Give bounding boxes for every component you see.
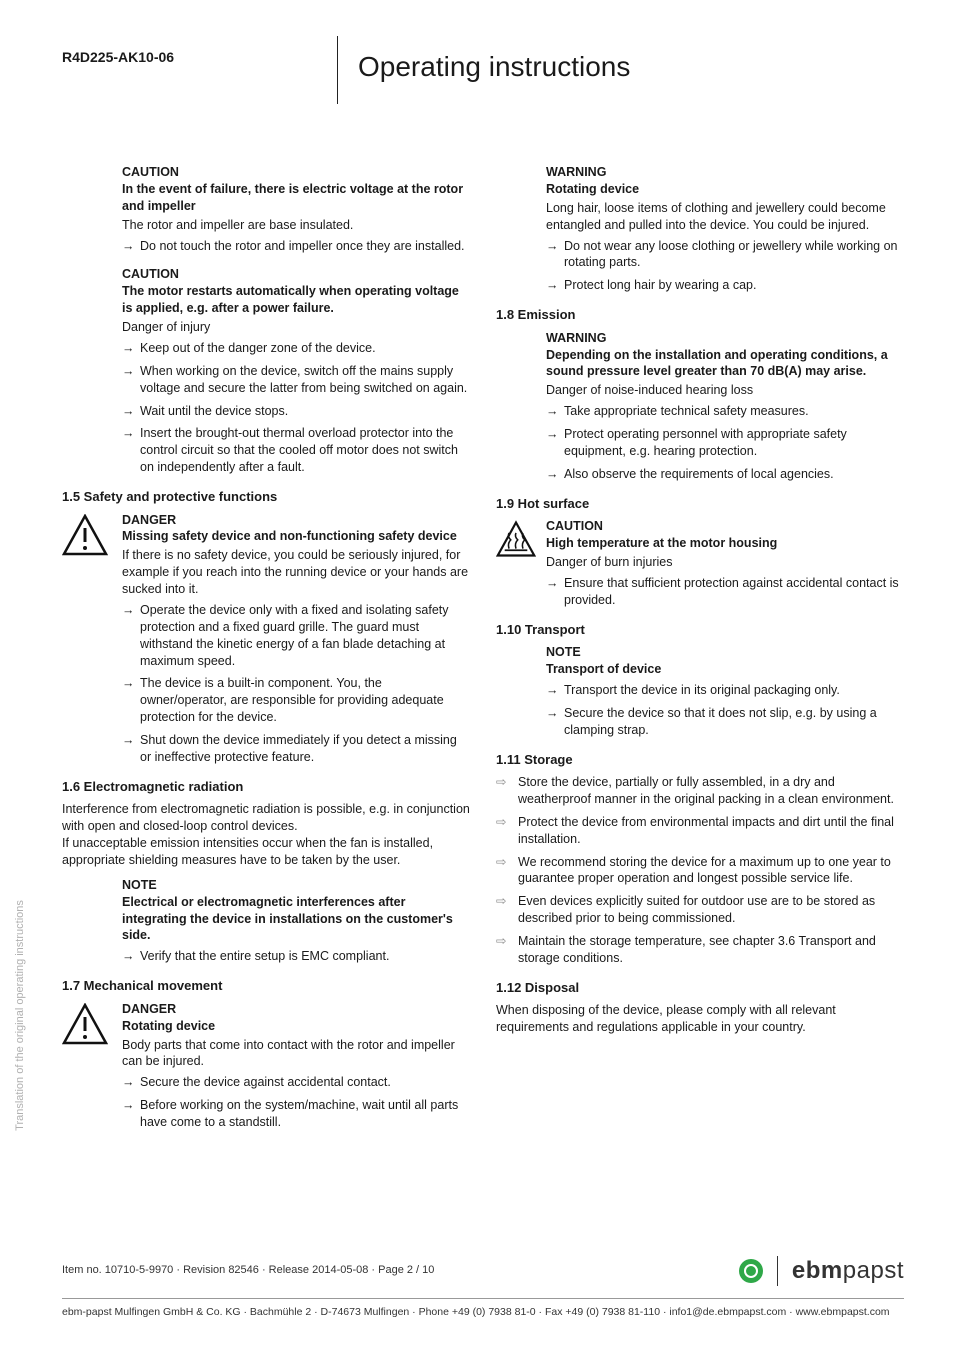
caution-label: CAUTION bbox=[122, 164, 470, 181]
danger-text: If there is no safety device, you could … bbox=[122, 547, 470, 598]
section-heading: 1.10 Transport bbox=[496, 621, 904, 639]
side-label: Translation of the original operating in… bbox=[13, 900, 28, 1131]
section-heading: 1.5 Safety and protective functions bbox=[62, 488, 470, 506]
list-item: Verify that the entire setup is EMC comp… bbox=[122, 948, 470, 965]
list-item: Take appropriate technical safety measur… bbox=[546, 403, 904, 420]
list-item: Do not wear any loose clothing or jewell… bbox=[546, 238, 904, 272]
caution-text: The rotor and impeller are base insulate… bbox=[122, 217, 470, 234]
footer-divider bbox=[777, 1256, 778, 1286]
list-item: Wait until the device stops. bbox=[122, 403, 470, 420]
list-item: Ensure that sufficient protection agains… bbox=[546, 575, 904, 609]
note-block: NOTE Transport of device Transport the d… bbox=[496, 644, 904, 738]
caution-text: Danger of injury bbox=[122, 319, 470, 336]
danger-label: DANGER bbox=[122, 512, 470, 529]
note-label: NOTE bbox=[122, 877, 470, 894]
footer-meta: Item no. 10710-5-9970 · Revision 82546 ·… bbox=[62, 1263, 434, 1278]
list-item: When working on the device, switch off t… bbox=[122, 363, 470, 397]
caution-block: CAUTION The motor restarts automatically… bbox=[62, 266, 470, 476]
danger-text: Body parts that come into contact with t… bbox=[122, 1037, 470, 1071]
product-code: R4D225-AK10-06 bbox=[62, 36, 337, 67]
page-title: Operating instructions bbox=[338, 36, 630, 86]
section-heading: 1.7 Mechanical movement bbox=[62, 977, 470, 995]
list-item: Secure the device so that it does not sl… bbox=[546, 705, 904, 739]
paragraph: Interference from electromagnetic radiat… bbox=[62, 801, 470, 835]
warning-label: WARNING bbox=[546, 330, 904, 347]
section-heading: 1.8 Emission bbox=[496, 306, 904, 324]
caution-block: CAUTION In the event of failure, there i… bbox=[62, 164, 470, 254]
list-item: Store the device, partially or fully ass… bbox=[496, 774, 904, 808]
warning-triangle-icon bbox=[62, 514, 108, 556]
list-item: Protect operating personnel with appropr… bbox=[546, 426, 904, 460]
list-item: Do not touch the rotor and impeller once… bbox=[122, 238, 470, 255]
caution-items: Do not touch the rotor and impeller once… bbox=[122, 238, 470, 255]
warning-bold: Rotating device bbox=[546, 181, 904, 198]
list-item: Even devices explicitly suited for outdo… bbox=[496, 893, 904, 927]
note-items: Verify that the entire setup is EMC comp… bbox=[122, 948, 470, 965]
footer: Item no. 10710-5-9970 · Revision 82546 ·… bbox=[62, 1255, 904, 1287]
list-item: Before working on the system/machine, wa… bbox=[122, 1097, 470, 1131]
warning-block: WARNING Rotating device Long hair, loose… bbox=[496, 164, 904, 294]
green-badge-icon bbox=[739, 1259, 763, 1283]
caution-label: CAUTION bbox=[546, 518, 904, 535]
paragraph: When disposing of the device, please com… bbox=[496, 1002, 904, 1036]
right-column: WARNING Rotating device Long hair, loose… bbox=[496, 164, 904, 1143]
list-item: Insert the brought-out thermal overload … bbox=[122, 425, 470, 476]
caution-items: Keep out of the danger zone of the devic… bbox=[122, 340, 470, 476]
list-item: Shut down the device immediately if you … bbox=[122, 732, 470, 766]
note-items: Transport the device in its original pac… bbox=[546, 682, 904, 739]
note-bold: Transport of device bbox=[546, 661, 904, 678]
list-item: Also observe the requirements of local a… bbox=[546, 466, 904, 483]
brand-part2: papst bbox=[843, 1257, 904, 1284]
caution-bold: High temperature at the motor housing bbox=[546, 535, 904, 552]
note-bold: Electrical or electromagnetic interferen… bbox=[122, 894, 470, 945]
caution-items: Ensure that sufficient protection agains… bbox=[546, 575, 904, 609]
list-item: Keep out of the danger zone of the devic… bbox=[122, 340, 470, 357]
note-block: NOTE Electrical or electromagnetic inter… bbox=[62, 877, 470, 965]
brand-logo: ebmpapst bbox=[792, 1255, 904, 1287]
section-heading: 1.9 Hot surface bbox=[496, 495, 904, 513]
list-item: Operate the device only with a fixed and… bbox=[122, 602, 470, 670]
list-item: Protect long hair by wearing a cap. bbox=[546, 277, 904, 294]
left-column: CAUTION In the event of failure, there i… bbox=[62, 164, 470, 1143]
list-item: Maintain the storage temperature, see ch… bbox=[496, 933, 904, 967]
danger-bold: Missing safety device and non-functionin… bbox=[122, 528, 470, 545]
content-columns: CAUTION In the event of failure, there i… bbox=[62, 164, 904, 1143]
caution-bold: The motor restarts automatically when op… bbox=[122, 283, 470, 317]
caution-bold: In the event of failure, there is electr… bbox=[122, 181, 470, 215]
danger-items: Operate the device only with a fixed and… bbox=[122, 602, 470, 766]
warning-block: WARNING Depending on the installation an… bbox=[496, 330, 904, 483]
warning-items: Take appropriate technical safety measur… bbox=[546, 403, 904, 483]
warning-bold: Depending on the installation and operat… bbox=[546, 347, 904, 381]
danger-label: DANGER bbox=[122, 1001, 470, 1018]
list-item: Secure the device against accidental con… bbox=[122, 1074, 470, 1091]
section-heading: 1.12 Disposal bbox=[496, 979, 904, 997]
page: R4D225-AK10-06 Operating instructions CA… bbox=[0, 0, 954, 1351]
list-item: Transport the device in its original pac… bbox=[546, 682, 904, 699]
section-heading: 1.11 Storage bbox=[496, 751, 904, 769]
warning-triangle-icon bbox=[62, 1003, 108, 1045]
warning-text: Long hair, loose items of clothing and j… bbox=[546, 200, 904, 234]
section-heading: 1.6 Electromagnetic radiation bbox=[62, 778, 470, 796]
storage-items: Store the device, partially or fully ass… bbox=[496, 774, 904, 967]
hot-surface-icon bbox=[496, 520, 536, 558]
page-header: R4D225-AK10-06 Operating instructions bbox=[62, 36, 904, 104]
caution-text: Danger of burn injuries bbox=[546, 554, 904, 571]
danger-block: DANGER Missing safety device and non-fun… bbox=[62, 512, 470, 766]
danger-bold: Rotating device bbox=[122, 1018, 470, 1035]
list-item: The device is a built-in component. You,… bbox=[122, 675, 470, 726]
note-label: NOTE bbox=[546, 644, 904, 661]
paragraph: If unacceptable emission intensities occ… bbox=[62, 835, 470, 869]
caution-label: CAUTION bbox=[122, 266, 470, 283]
warning-text: Danger of noise-induced hearing loss bbox=[546, 382, 904, 399]
brand-part1: ebm bbox=[792, 1257, 843, 1284]
danger-block: DANGER Rotating device Body parts that c… bbox=[62, 1001, 470, 1131]
danger-items: Secure the device against accidental con… bbox=[122, 1074, 470, 1131]
list-item: We recommend storing the device for a ma… bbox=[496, 854, 904, 888]
warning-items: Do not wear any loose clothing or jewell… bbox=[546, 238, 904, 295]
caution-block: CAUTION High temperature at the motor ho… bbox=[496, 518, 904, 608]
footer-right: ebmpapst bbox=[739, 1255, 904, 1287]
warning-label: WARNING bbox=[546, 164, 904, 181]
footer-bottom: ebm-papst Mulfingen GmbH & Co. KG · Bach… bbox=[62, 1298, 904, 1319]
list-item: Protect the device from environmental im… bbox=[496, 814, 904, 848]
